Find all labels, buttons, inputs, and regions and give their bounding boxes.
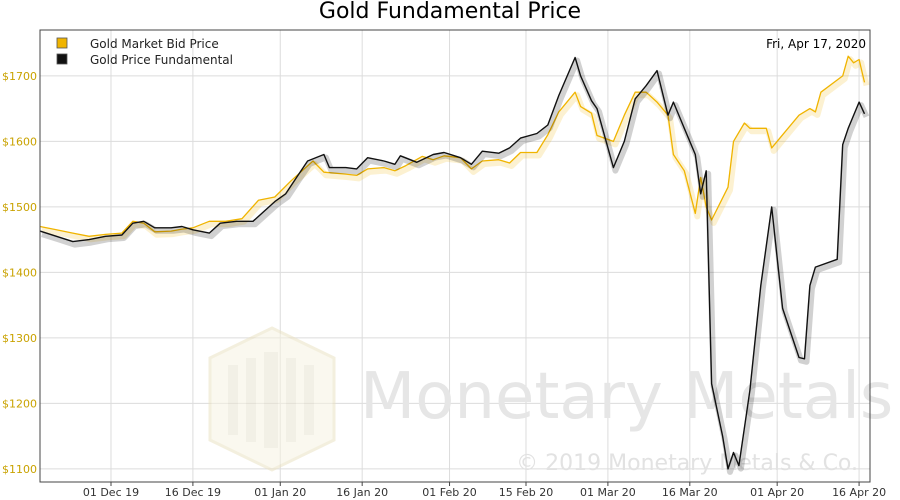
x-tick-label: 01 Feb 20 [422,486,476,499]
x-tick-label: 01 Apr 20 [750,486,804,499]
legend-swatch-gold-fundamental [56,53,68,65]
current-date-label: Fri, Apr 17, 2020 [766,37,866,51]
x-tick-label: 16 Mar 20 [662,486,718,499]
grid [40,30,870,482]
series-gold-fundamental-line [39,56,866,470]
series-gold-market-bid-shadow [41,56,870,243]
x-tick-label: 16 Jan 20 [336,486,388,499]
series-layer [39,55,870,475]
y-tick-label: $1200 [2,397,37,410]
y-axis: $1100 $1200 $1300 $1400 $1500 $1600 $1700 [2,70,37,476]
y-tick-label: $1100 [2,463,37,476]
legend-label-gold-market-bid: Gold Market Bid Price [90,37,219,51]
watermark-copyright: © 2019 Monetary Metals & Co. [516,451,858,476]
x-tick-label: 01 Jan 20 [254,486,306,499]
series-gold-fundamental-shadow [41,57,870,475]
y-tick-label: $1700 [2,70,37,83]
x-tick-label: 16 Dec 19 [165,486,221,499]
y-tick-label: $1400 [2,266,37,279]
y-tick-label: $1500 [2,201,37,214]
y-tick-label: $1300 [2,332,37,345]
x-tick-label: 01 Dec 19 [83,486,139,499]
watermark-brand: Monetary Metals [360,360,893,434]
y-tick-label: $1600 [2,135,37,148]
x-tick-label: 16 Apr 20 [832,486,886,499]
plot-frame [39,29,871,483]
chart-title: Gold Fundamental Price [319,0,581,24]
legend-swatch-gold-market-bid [56,37,68,49]
x-tick-label: 15 Feb 20 [499,486,553,499]
legend: Gold Market Bid Price Gold Price Fundame… [56,37,233,67]
watermark-logo-icon [208,326,336,472]
x-axis: 01 Dec 19 16 Dec 19 01 Jan 20 16 Jan 20 01 F… [83,482,886,499]
series-gold-market-bid-line [39,55,866,237]
x-tick-label: 01 Mar 20 [580,486,636,499]
legend-label-gold-fundamental: Gold Price Fundamental [90,53,233,67]
